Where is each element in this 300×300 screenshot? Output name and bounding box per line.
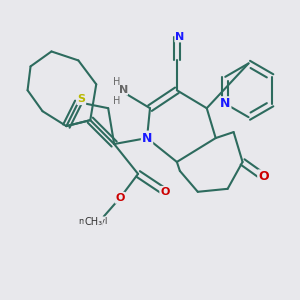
Text: O: O	[160, 187, 170, 197]
Text: S: S	[77, 94, 85, 104]
Text: N: N	[118, 85, 128, 95]
Text: CH₃: CH₃	[84, 217, 102, 227]
Text: H: H	[113, 96, 121, 106]
Text: H: H	[113, 77, 121, 87]
Text: O: O	[258, 170, 269, 183]
Text: N: N	[220, 97, 230, 110]
Text: N: N	[175, 32, 184, 41]
Text: O: O	[116, 193, 125, 203]
Text: methyl: methyl	[79, 217, 108, 226]
Text: N: N	[142, 132, 152, 145]
